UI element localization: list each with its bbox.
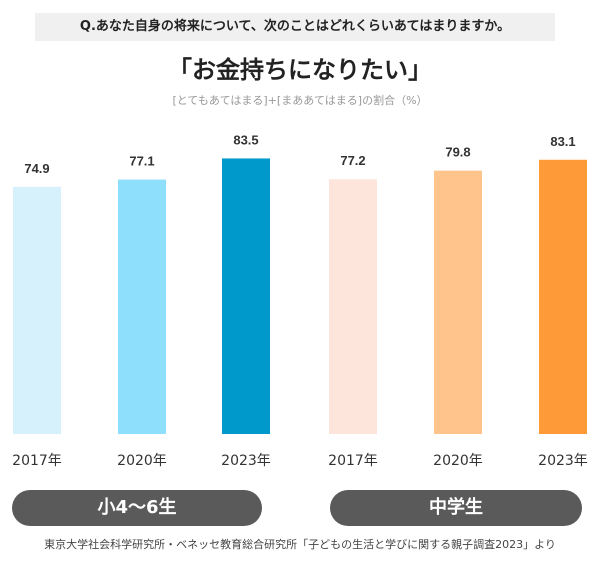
data-label: 74.9 [24,161,49,176]
group-label-elementary: 小4～6生 [12,490,262,526]
x-tick-label: 2017年 [328,453,378,469]
chart-title: 「お金持ちになりたい」 [168,56,432,84]
x-tick-label: 2017年 [12,453,62,469]
chart-subtitle: [とてもあてはまる]+[まああてはまる]の割合（%） [172,94,428,107]
bar-1-2 [539,159,587,434]
bar-1-1 [434,170,482,434]
bar-1-0 [329,179,377,434]
x-tick-label: 2020年 [117,453,167,469]
data-label: 79.8 [445,145,470,160]
x-tick-label: 2023年 [221,453,271,469]
x-tick-label: 2020年 [433,453,483,469]
x-tick-label: 2023年 [538,453,588,469]
group-label-junior-high: 中学生 [330,490,582,526]
data-label: 83.5 [233,132,258,147]
bar-0-0 [13,186,61,434]
bar-0-1 [118,179,166,434]
source-note: 東京大学社会科学研究所・ベネッセ教育総合研究所「子どもの生活と学びに関する親子調… [44,538,556,551]
bar-0-2 [222,158,270,434]
data-label: 77.1 [129,154,154,169]
data-label: 83.1 [550,134,575,149]
bar-chart: 74.9 2017年 77.1 2020年 83.5 2023年 77.2 2017年 79.8… [12,132,588,469]
data-label: 77.2 [340,153,365,168]
question-banner: Q.あなた自身の将来について、次のことはどれくらいあてはまりますか。 [35,13,555,41]
